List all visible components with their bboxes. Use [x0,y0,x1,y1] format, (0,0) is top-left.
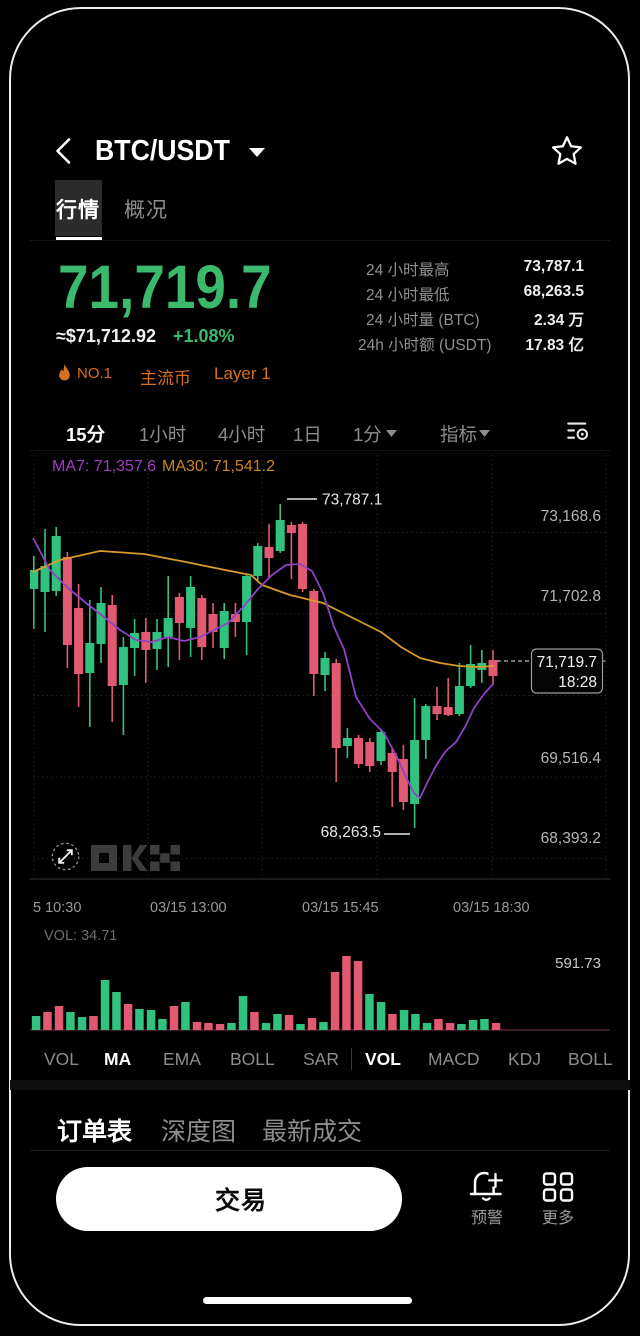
svg-text:68,263.5: 68,263.5 [321,824,381,841]
svg-text:71,719.7: 71,719.7 [537,654,597,671]
svg-text:71,702.8: 71,702.8 [541,588,601,605]
svg-text:18:28: 18:28 [558,674,597,691]
svg-text:68,393.2: 68,393.2 [541,830,601,847]
svg-text:73,168.6: 73,168.6 [541,508,601,525]
svg-text:73,787.1: 73,787.1 [322,492,382,509]
svg-text:69,516.4: 69,516.4 [541,750,602,767]
